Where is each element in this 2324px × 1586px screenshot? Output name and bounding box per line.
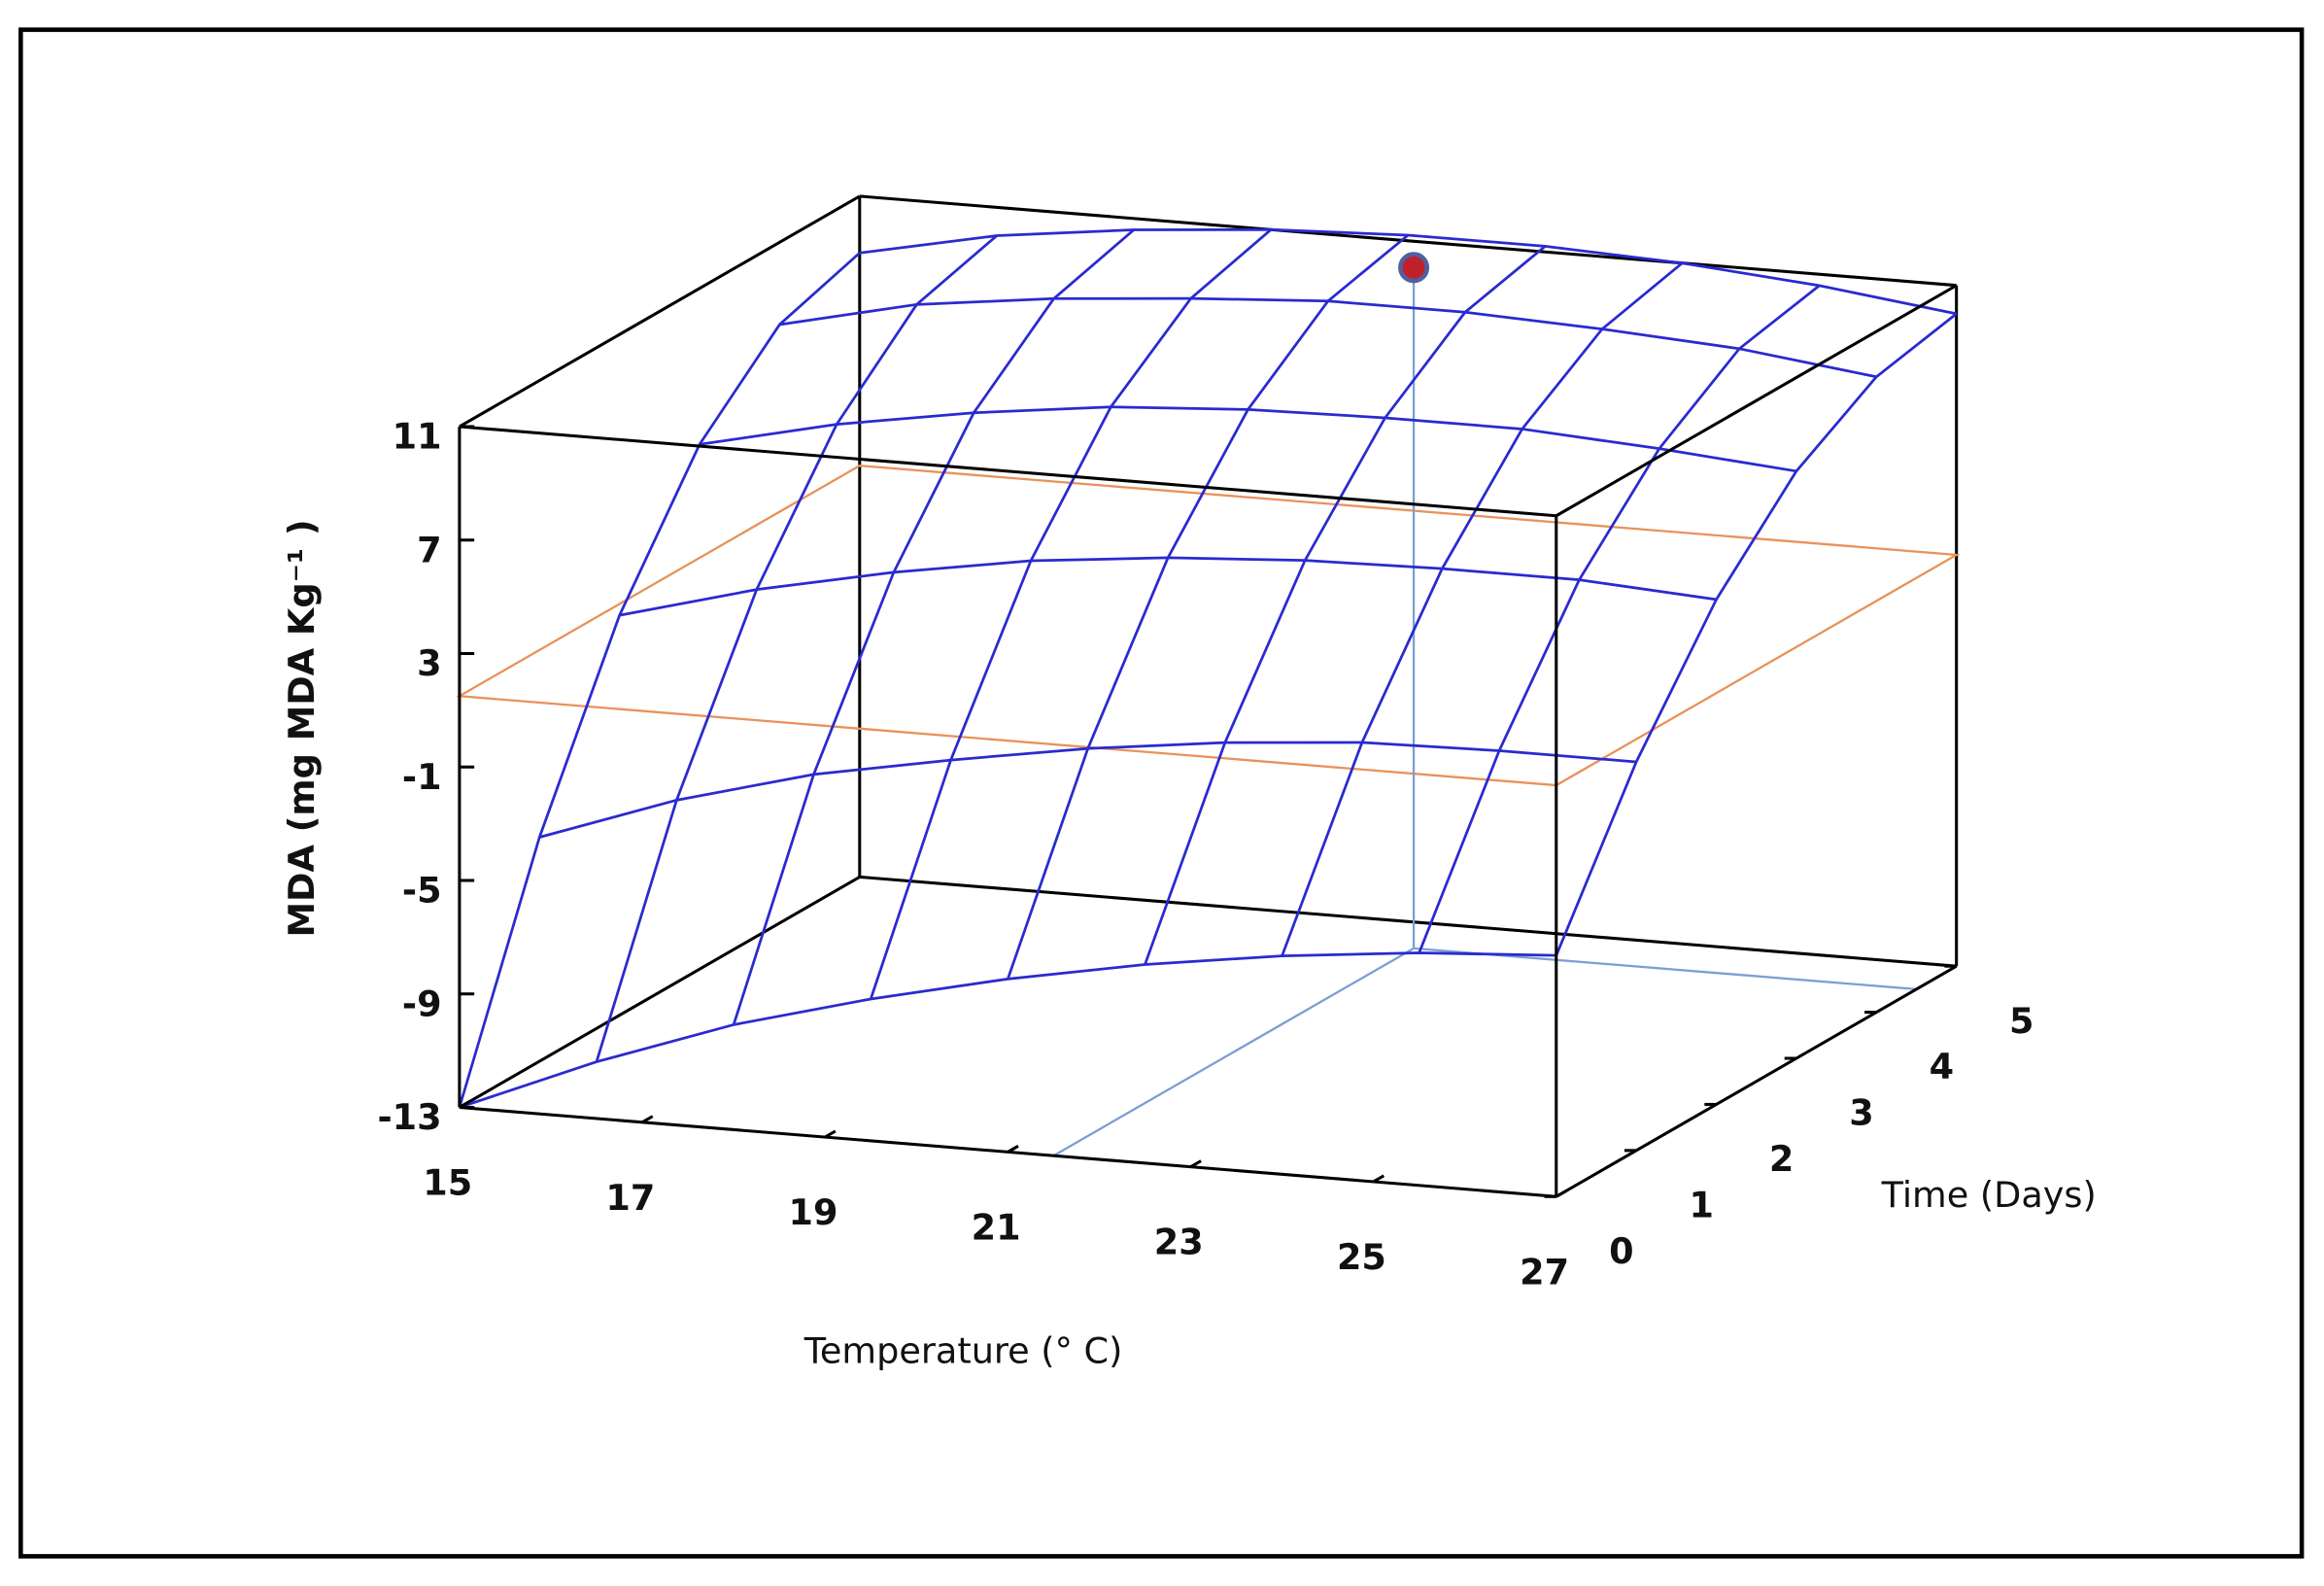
surface-line — [1007, 233, 1410, 980]
z-axis-title: MDA (mg MDA Kg⁻¹ ) — [281, 519, 323, 937]
x-tick-label: 27 — [1520, 1251, 1569, 1293]
box-edge — [859, 875, 1957, 968]
optimum-point — [1398, 252, 1430, 284]
box-edge — [1555, 964, 1958, 1198]
z-tick-label: -1 — [402, 756, 442, 798]
x-tick-label: 21 — [972, 1206, 1021, 1248]
box-edge — [1555, 284, 1958, 518]
y-tick-label: 2 — [1769, 1138, 1794, 1180]
surface-line — [699, 405, 1797, 473]
frame — [18, 27, 2305, 1559]
x-tick — [459, 1100, 471, 1109]
z-tick-label: -5 — [402, 870, 442, 912]
surface-line — [1144, 245, 1547, 966]
surface-line — [859, 227, 1957, 316]
y-tick-label: 0 — [1609, 1230, 1633, 1272]
x-tick-label: 19 — [789, 1191, 838, 1233]
surface-line — [619, 556, 1717, 617]
y-axis-title: Time (Days) — [1881, 1174, 2097, 1216]
z-tick-label: -13 — [377, 1096, 441, 1138]
y-tick-label: 3 — [1849, 1092, 1873, 1134]
x-tick — [1372, 1174, 1385, 1184]
surface-line — [458, 252, 861, 1108]
x-tick-label: 25 — [1337, 1236, 1386, 1278]
surface-line — [779, 296, 1877, 379]
surface-line — [1281, 261, 1684, 957]
x-tick — [641, 1115, 654, 1124]
y-tick-label: 5 — [2009, 1000, 2034, 1042]
x-tick-label: 17 — [605, 1177, 655, 1219]
box-edge — [459, 425, 1556, 518]
y-tick-label: 1 — [1690, 1184, 1714, 1225]
box-edge — [459, 194, 861, 429]
surface-line — [869, 228, 1273, 1000]
surface-line — [595, 234, 998, 1062]
surface-line — [732, 228, 1135, 1025]
drop-line — [1052, 947, 1415, 1157]
x-tick — [1555, 1189, 1568, 1198]
x-tick — [1007, 1144, 1019, 1154]
y-tick-label: 4 — [1930, 1046, 1954, 1087]
x-axis-title: Temperature (° C) — [803, 1329, 1123, 1371]
x-tick-label: 23 — [1154, 1222, 1204, 1263]
box-edge — [859, 194, 1957, 288]
z-tick-label: 7 — [417, 529, 441, 570]
reference-plane — [456, 465, 1961, 787]
x-tick — [1189, 1159, 1202, 1169]
box-edge — [459, 876, 861, 1109]
surface-line — [1555, 312, 1958, 956]
x-tick — [824, 1129, 837, 1139]
z-tick-label: 3 — [417, 642, 441, 684]
z-tick-label: 11 — [393, 416, 442, 458]
surface-line — [1418, 284, 1821, 953]
x-tick-label: 15 — [423, 1161, 472, 1203]
z-tick-label: -9 — [402, 983, 442, 1024]
